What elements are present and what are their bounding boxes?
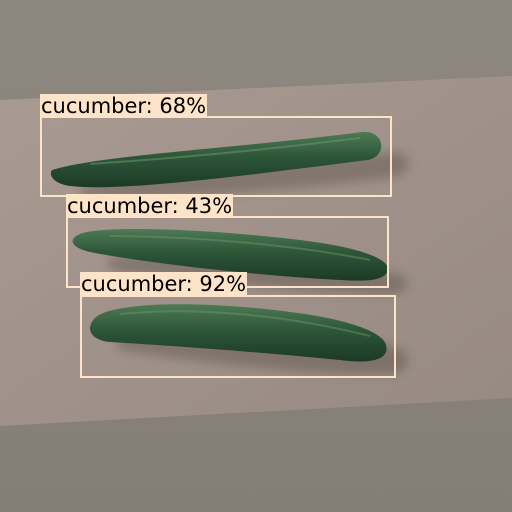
detection-box-1 bbox=[40, 116, 392, 197]
cucumber-2 bbox=[72, 228, 408, 294]
cucumber-3 bbox=[90, 304, 408, 375]
detection-label-3: cucumber: 92% bbox=[80, 272, 248, 296]
detection-label-2: cucumber: 43% bbox=[66, 194, 234, 218]
detection-label-1: cucumber: 68% bbox=[40, 94, 208, 118]
detection-box-3 bbox=[80, 295, 396, 378]
cucumber-1 bbox=[50, 131, 409, 198]
